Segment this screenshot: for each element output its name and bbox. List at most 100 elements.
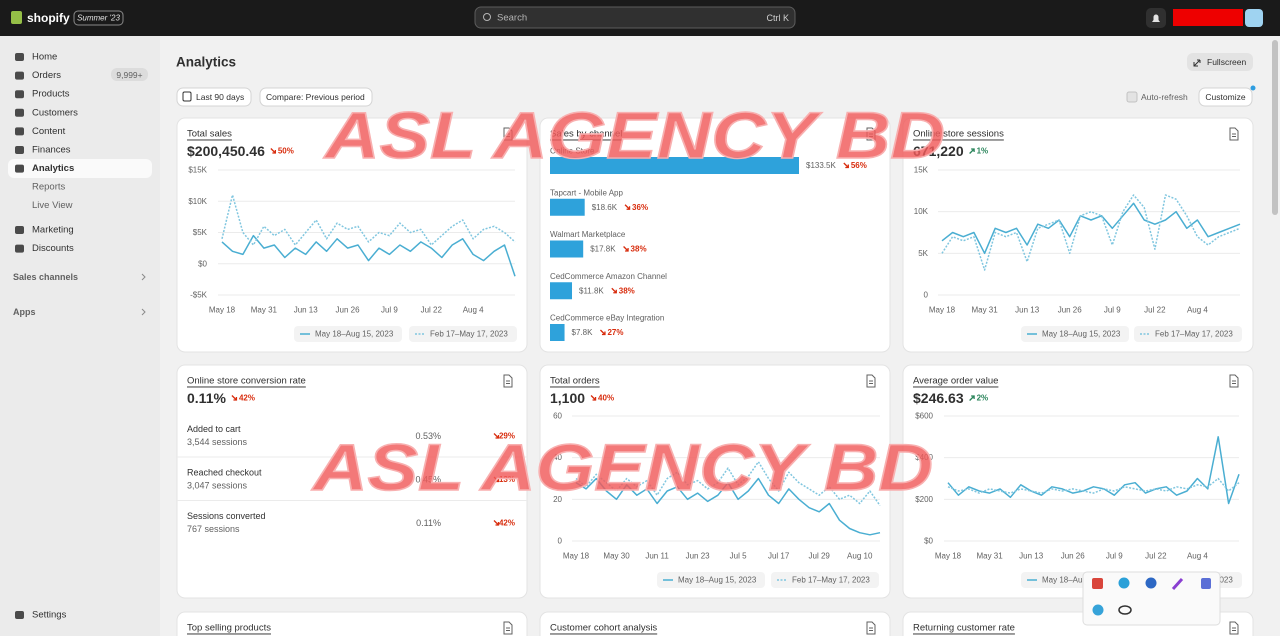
tray-icon[interactable] [1171,577,1184,591]
tray-icon[interactable] [1145,577,1157,589]
category-label: Tapcart - Mobile App [550,188,623,197]
change-value: 29% [499,432,515,441]
change-value: 36% [632,203,648,212]
x-tick-label: May 18 [209,306,236,315]
nav-item[interactable]: Analytics [32,163,74,174]
legend-label: Feb 17–May 17, 2023 [430,330,508,339]
nav-item[interactable]: Products [32,89,70,100]
chevron [141,273,146,281]
card [539,611,891,636]
nav-item[interactable]: Marketing [32,225,74,236]
x-tick-label: Jun 11 [645,552,669,561]
funnel-sessions: 767 sessions [187,524,240,534]
y-tick-label: $0 [198,259,207,268]
x-tick-label: May 18 [929,306,956,315]
legend-item[interactable] [771,572,879,588]
card-title: Customer cohort analysis [550,623,657,634]
card-title: Total sales [187,129,232,140]
scroll-thumb[interactable] [1272,40,1278,215]
y-tick-label: -$5K [190,291,208,300]
card-title: Total orders [550,376,600,387]
compare-button[interactable] [259,87,373,107]
report-icon[interactable] [1229,374,1239,388]
nav-item[interactable]: Finances [32,145,71,156]
y-tick-label: 40 [553,453,562,462]
change-value: 27% [607,328,623,337]
x-tick-label: Jul 9 [1104,306,1121,315]
card-total: $200,450.46 [187,143,265,159]
customize-dot [1250,85,1256,91]
date-range-button[interactable] [176,87,252,107]
redacted-store [1173,9,1243,26]
card [176,117,528,353]
report-icon[interactable] [866,621,876,635]
report-icon[interactable] [866,127,876,141]
report-icon[interactable] [503,127,513,141]
nav-section[interactable]: Sales channels [13,272,78,282]
category-label: Walmart Marketplace [550,230,626,239]
auto-refresh-label: Auto-refresh [1141,92,1188,102]
tray-icon[interactable] [1201,578,1211,589]
y-tick-label: $600 [915,412,933,421]
change-value: 13% [499,475,515,484]
x-tick-label: May 31 [251,306,278,315]
nav-icon [15,108,24,117]
card-total: 1,100 [550,390,585,406]
nav-icon [15,146,24,154]
watermark: ASL AGENCY BD [323,98,945,172]
auto-refresh-checkbox[interactable] [1126,91,1138,103]
tray-icon[interactable] [1118,577,1130,589]
chevron [141,308,146,316]
legend-item[interactable] [294,326,402,342]
orders-badge: 9,999+ [116,70,142,80]
nav-item[interactable]: Discounts [32,243,74,254]
report-icon[interactable] [1229,621,1239,635]
funnel-rate: 0.53% [415,431,441,441]
search-icon [483,13,491,21]
nav-item[interactable]: Content [32,126,66,137]
change-value: 1% [977,147,989,156]
legend-label: Feb 17–May 17, 2023 [792,576,870,585]
nav-subitem[interactable]: Reports [32,182,66,193]
report-icon[interactable] [1229,127,1239,141]
card-title: Returning customer rate [913,623,1015,634]
change-arrow [493,520,500,526]
nav-icon [15,90,24,99]
nav-item[interactable]: Home [32,52,57,63]
change-arrow [843,162,849,169]
change-arrow [969,395,975,401]
bar [550,324,565,341]
nav-item[interactable]: Customers [32,107,78,118]
tray-icon[interactable] [1092,578,1103,589]
x-tick-label: Jun 26 [1061,552,1086,561]
tray-icon[interactable] [1118,605,1132,615]
funnel-step: Sessions converted [187,511,266,521]
y-tick-label: $5K [193,228,208,237]
category-label: CedCommerce eBay Integration [550,314,664,323]
report-icon[interactable] [866,374,876,388]
funnel-step: Added to cart [187,424,241,434]
search-box[interactable] [474,6,796,29]
x-tick-label: Aug 10 [847,552,873,561]
x-tick-label: Jul 17 [768,552,790,561]
avatar[interactable] [1245,9,1263,27]
report-icon[interactable] [503,621,513,635]
legend-item[interactable] [1021,326,1129,342]
legend-item[interactable] [1134,326,1242,342]
nav-section[interactable]: Apps [13,307,36,317]
fullscreen-button[interactable] [1187,53,1253,71]
nav-subitem[interactable]: Live View [32,200,73,211]
legend-item[interactable] [657,572,765,588]
customize-button[interactable] [1198,87,1253,107]
y-tick-label: 5K [918,249,928,258]
report-icon[interactable] [503,374,513,388]
change-arrow [270,148,277,154]
funnel-step: Reached checkout [187,468,262,478]
nav-item[interactable]: Orders [32,70,61,81]
legend-item[interactable] [409,326,517,342]
nav-item[interactable]: Settings [32,610,67,621]
tray-icon[interactable] [1092,604,1104,616]
fullscreen-label: Fullscreen [1207,57,1246,67]
card-total: $246.63 [913,390,964,406]
card-title: Online store conversion rate [187,376,306,387]
